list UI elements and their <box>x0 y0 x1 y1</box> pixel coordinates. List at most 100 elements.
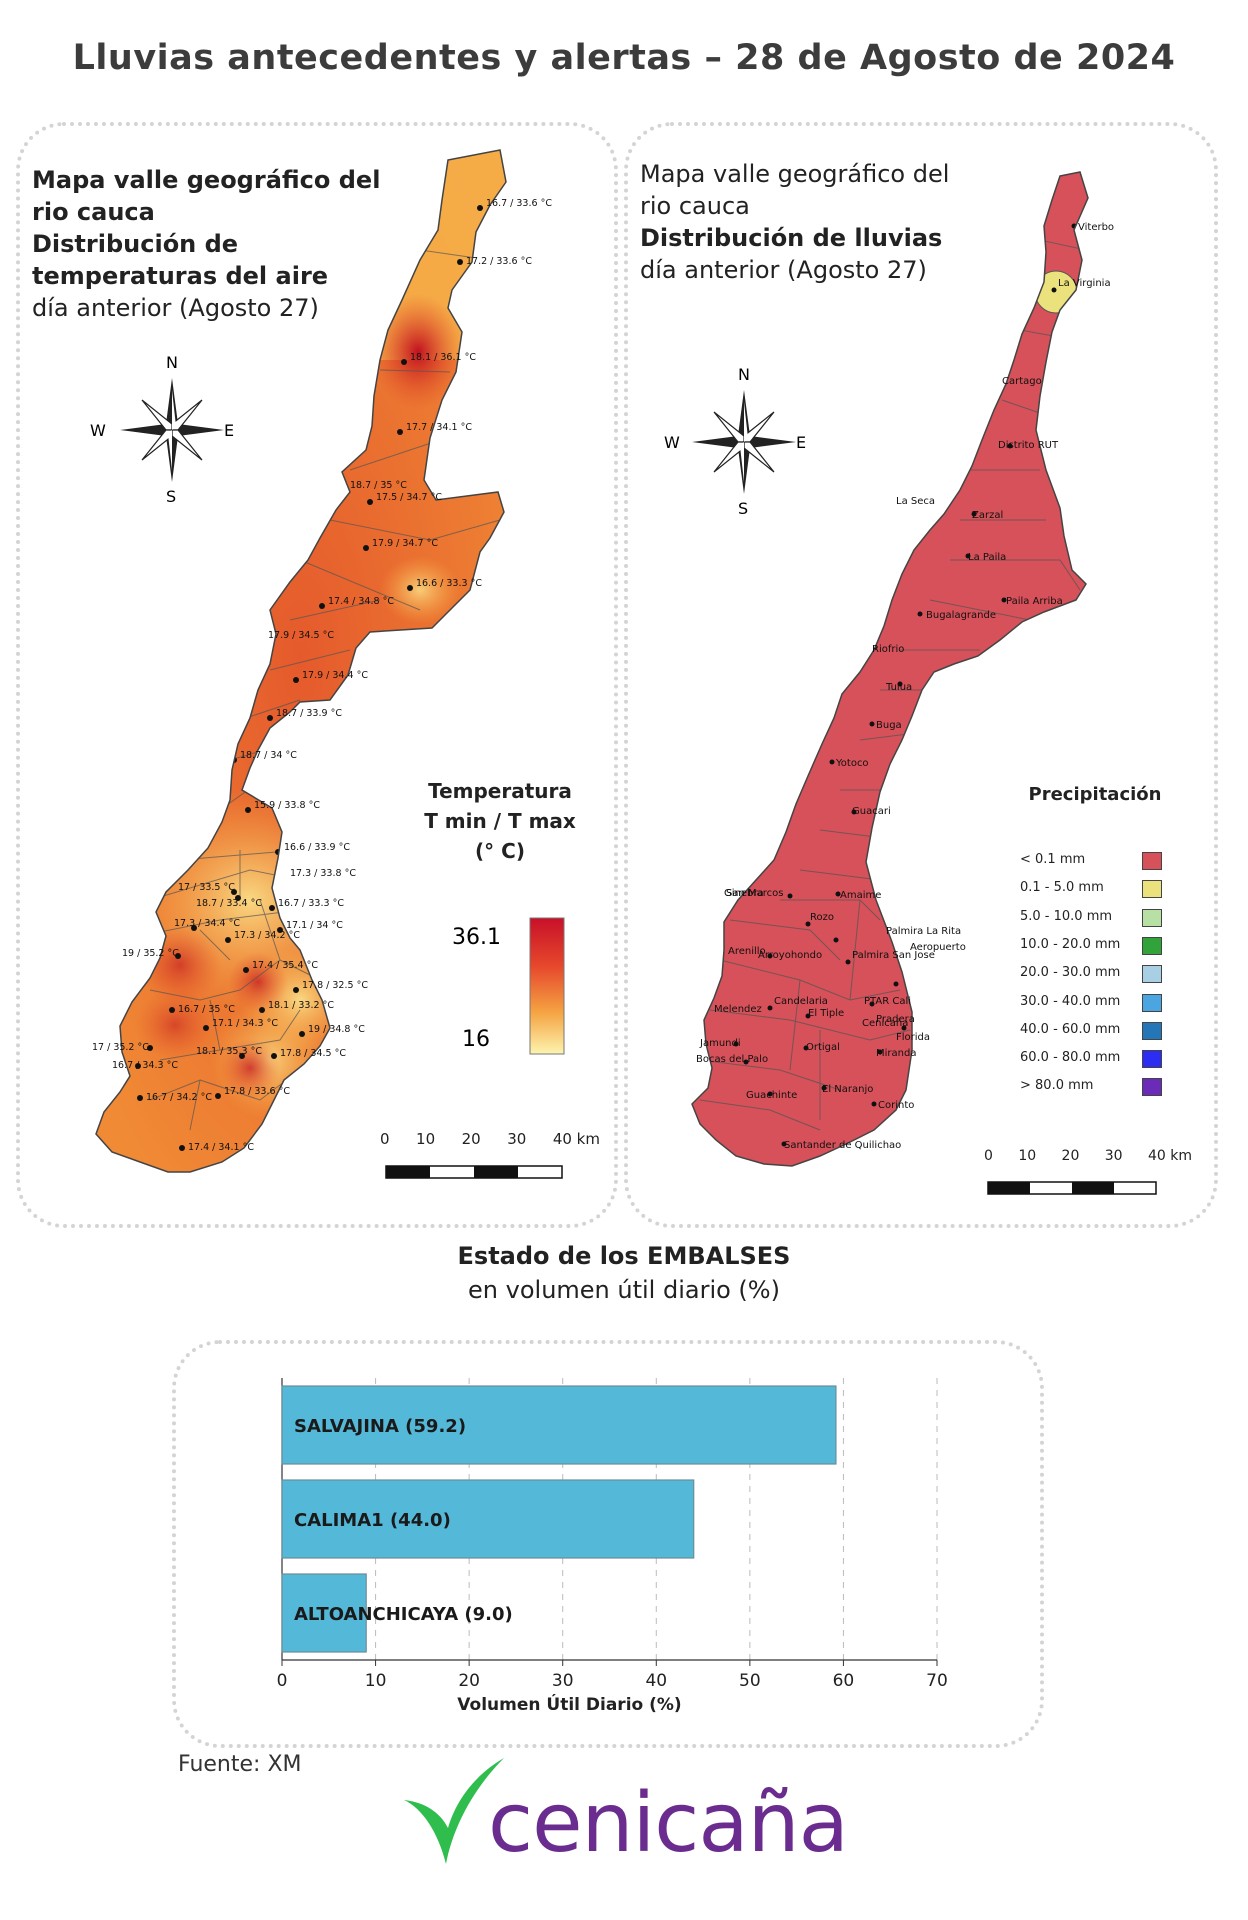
precipitation-legend-item: 30.0 - 40.0 mm <box>1020 993 1162 1016</box>
place-label: Amaime <box>840 890 881 901</box>
temperature-scale-bar <box>385 1165 563 1179</box>
station-label: 17.4 / 35.4 °C <box>252 960 318 971</box>
heading-line: Distribución de <box>32 230 239 258</box>
place-label: Candelaria <box>774 996 828 1007</box>
station-label: 17.7 / 34.1 °C <box>406 422 472 433</box>
station-label: 18.1 / 36.1 °C <box>410 352 476 363</box>
precipitation-map-panel <box>624 122 1218 1228</box>
legend-title-line: Temperatura <box>428 779 572 803</box>
place-label: Aeropuerto <box>910 942 966 953</box>
station-label: 18.7 / 33.9 °C <box>276 708 342 719</box>
station-label: 17.8 / 32.5 °C <box>302 980 368 991</box>
place-label: Cenicaña <box>862 1018 908 1029</box>
legend-title-line: (° C) <box>475 839 525 863</box>
temperature-scale-labels: 0 10 20 30 40 km <box>380 1130 600 1148</box>
source-note: Fuente: XM <box>178 1752 302 1777</box>
legend-item-label: 5.0 - 10.0 mm <box>1020 908 1113 924</box>
station-label: 17.3 / 34.4 °C <box>174 918 240 929</box>
place-label: Tulua <box>885 682 912 693</box>
legend-swatch <box>1142 993 1162 1012</box>
place-label: El Tiple <box>808 1008 844 1019</box>
heading-line: rio cauca <box>32 198 155 226</box>
scale-label: 10 <box>1018 1148 1037 1164</box>
place-label: La Virginia <box>1058 278 1111 289</box>
station-label: 17.8 / 34.5 °C <box>280 1048 346 1059</box>
legend-item-label: 20.0 - 30.0 mm <box>1020 965 1121 981</box>
compass-n: N <box>738 365 750 384</box>
scale-label: 0 <box>984 1148 993 1164</box>
scale-label: 30 <box>507 1130 527 1148</box>
legend-item-label: 0.1 - 5.0 mm <box>1020 880 1104 896</box>
legend-swatch <box>1142 908 1162 927</box>
legend-item-label: > 80.0 mm <box>1020 1078 1094 1094</box>
station-label: 17.5 / 34.7 °C <box>376 492 442 503</box>
station-label: 17.2 / 33.6 °C <box>466 256 532 267</box>
cenicana-leaf-logo-icon <box>404 1758 504 1864</box>
compass-e: E <box>224 421 234 440</box>
precipitation-legend-item: < 0.1 mm <box>1020 852 1162 874</box>
precipitation-scale-bar <box>987 1181 1157 1195</box>
compass-rose-icon <box>692 390 796 494</box>
place-label: Yotoco <box>835 758 869 769</box>
heading-line: Distribución de lluvias <box>640 224 943 252</box>
compass-rose-icon <box>120 378 224 482</box>
place-label: La Paila <box>968 552 1006 563</box>
place-label: Santander de Quilichao <box>784 1140 901 1151</box>
place-label: Bugalagrande <box>926 610 996 621</box>
precipitation-legend-item: > 80.0 mm <box>1020 1078 1162 1100</box>
place-label: Jamundi <box>699 1038 741 1049</box>
station-label: 17.4 / 34.1 °C <box>188 1142 254 1153</box>
scale-label: 20 <box>461 1130 481 1148</box>
station-label: 17 / 33.5 °C <box>178 882 235 893</box>
station-label: 17.4 / 34.8 °C <box>328 596 394 607</box>
temperature-color-ramp <box>529 917 565 1055</box>
station-label: 17.8 / 33.6 °C <box>224 1086 290 1097</box>
heading-line: Mapa valle geográfico del <box>32 166 381 194</box>
station-label: 19 / 34.8 °C <box>308 1024 365 1035</box>
compass-e: E <box>796 433 806 452</box>
station-label: 16.7 / 34.3 °C <box>112 1060 178 1071</box>
station-label: 16.7 / 34.2 °C <box>146 1092 212 1103</box>
compass-s: S <box>738 499 748 518</box>
station-label: 17.9 / 34.4 °C <box>302 670 368 681</box>
scale-label: 0 <box>380 1130 390 1148</box>
cenicana-logo-text: cenicaña <box>488 1776 849 1871</box>
station-label: 17 / 35.2 °C <box>92 1042 149 1053</box>
reservoir-chart-panel <box>172 1340 1044 1748</box>
station-label: 16.7 / 33.3 °C <box>278 898 344 909</box>
place-label: Melendez <box>714 1004 762 1015</box>
place-label: Buga <box>876 720 902 731</box>
place-label: El Naranjo <box>822 1084 873 1095</box>
legend-item-label: < 0.1 mm <box>1020 852 1086 867</box>
station-label: 16.7 / 35 °C <box>178 1004 235 1015</box>
station-label: 17.3 / 33.8 °C <box>290 868 356 879</box>
place-label: Ortigal <box>806 1042 840 1053</box>
legend-swatch <box>1142 936 1162 955</box>
scale-label: 40 km <box>552 1130 600 1148</box>
station-label: 18.7 / 33.4 °C <box>196 898 262 909</box>
station-label: 18.7 / 34 °C <box>240 750 297 761</box>
place-label: La Seca <box>896 496 935 507</box>
precipitation-legend-item: 20.0 - 30.0 mm <box>1020 965 1162 987</box>
heading-line: día anterior (Agosto 27) <box>640 256 927 284</box>
station-label: 16.7 / 33.6 °C <box>486 198 552 209</box>
place-label: Florida <box>896 1032 930 1043</box>
scale-label: 40 km <box>1147 1148 1192 1164</box>
legend-max-label: 36.1 <box>452 925 501 950</box>
page-title: Lluvias antecedentes y alertas – 28 de A… <box>72 38 1176 78</box>
temperature-map-heading: Mapa valle geográfico del rio cauca Dist… <box>32 164 412 324</box>
place-label: Cartago <box>1002 376 1042 387</box>
compass-n: N <box>166 353 178 372</box>
place-label: PTAR Cali <box>864 996 911 1007</box>
station-label: 15.9 / 33.8 °C <box>254 800 320 811</box>
reservoir-chart-subtitle: en volumen útil diario (%) <box>468 1276 780 1304</box>
place-label: Bocas del Palo <box>696 1054 768 1065</box>
legend-min-label: 16 <box>462 1027 490 1052</box>
legend-swatch <box>1142 1050 1162 1069</box>
place-label: Guacari <box>852 806 891 817</box>
precipitation-legend-item: 10.0 - 20.0 mm <box>1020 936 1162 959</box>
scale-label: 10 <box>416 1130 436 1148</box>
temperature-legend-title: Temperatura T min / T max (° C) <box>410 776 590 866</box>
place-label: Guachinte <box>746 1090 797 1101</box>
